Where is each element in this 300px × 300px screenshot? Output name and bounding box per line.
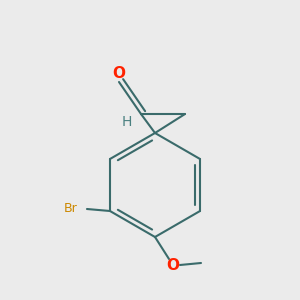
Text: Br: Br: [64, 202, 78, 215]
Text: H: H: [122, 115, 132, 129]
Text: O: O: [167, 257, 179, 272]
Text: O: O: [112, 67, 125, 82]
